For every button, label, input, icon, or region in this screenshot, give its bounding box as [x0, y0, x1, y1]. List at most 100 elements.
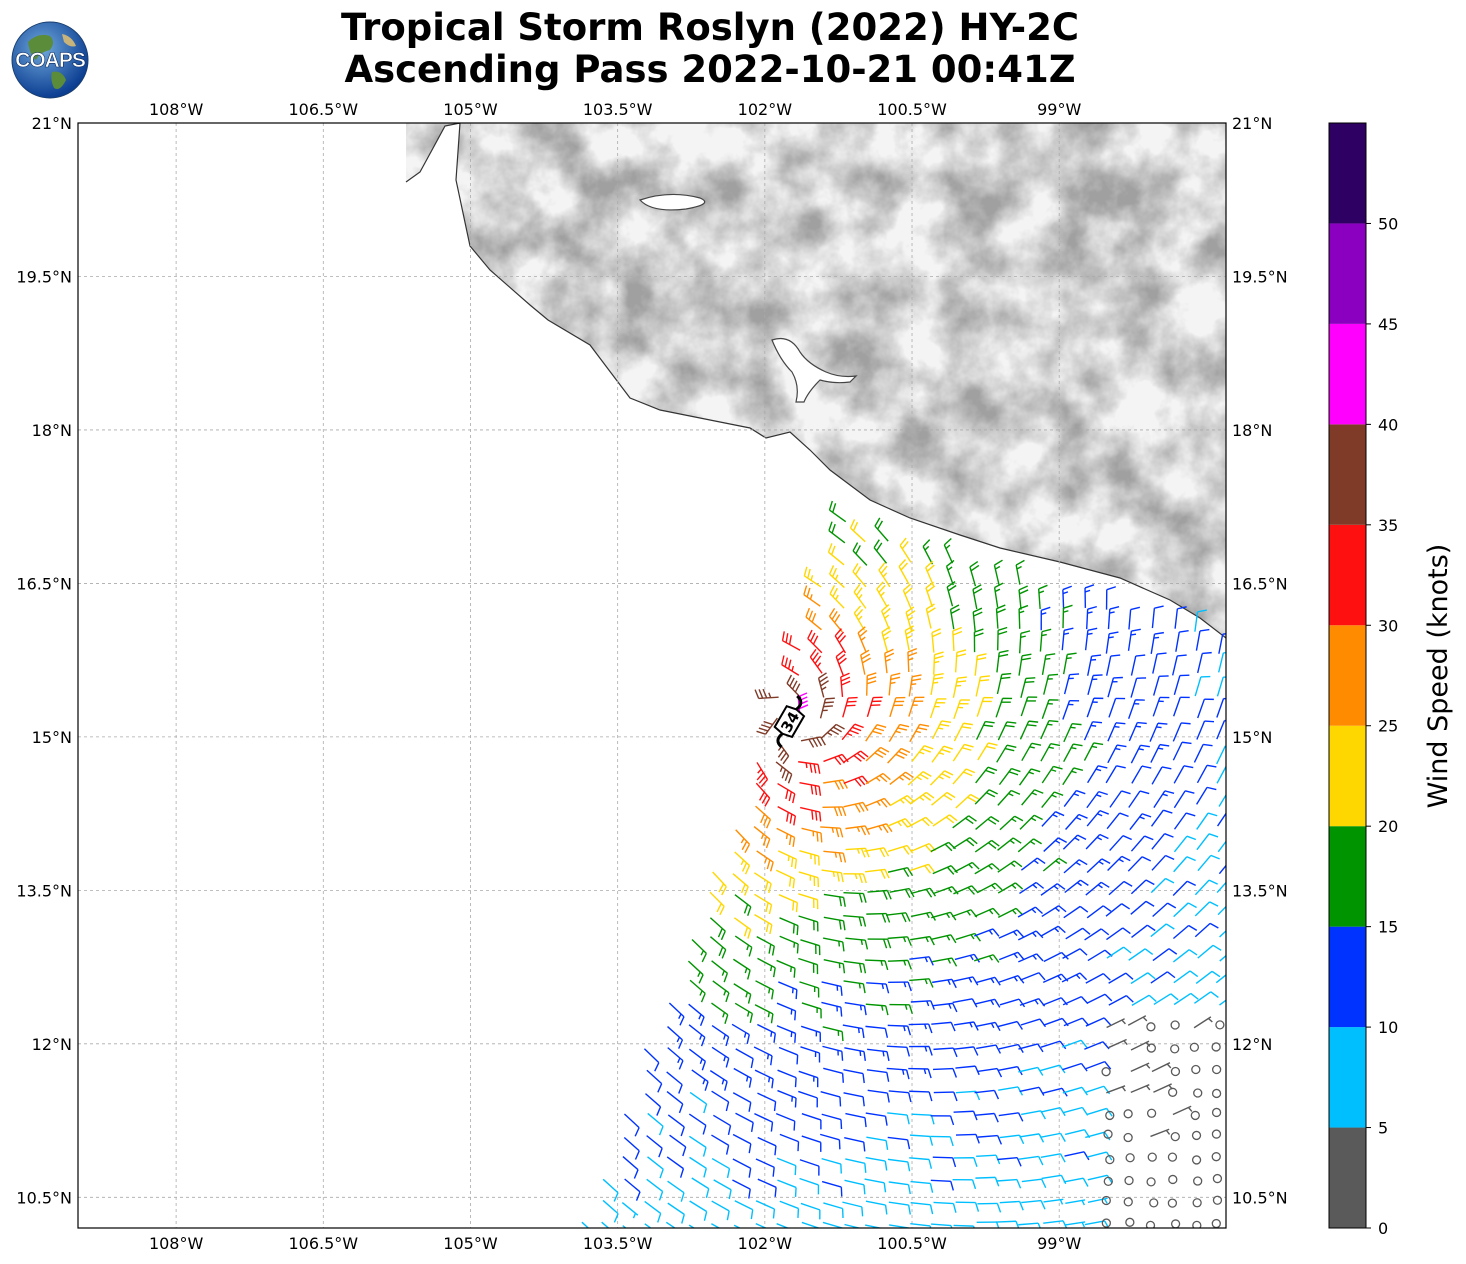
wind-barb — [709, 917, 726, 941]
wind-barb — [887, 866, 914, 877]
wind-barb — [867, 823, 893, 834]
wind-barb — [1127, 1015, 1148, 1026]
wind-barb — [1043, 951, 1069, 963]
wind-barb — [623, 1136, 640, 1160]
colorbar-bin — [1329, 424, 1366, 525]
wind-barb — [952, 998, 978, 1008]
reservoir — [771, 337, 858, 403]
wind-barb — [1189, 1042, 1200, 1052]
colorbar-label: Wind Speed (knots) — [1423, 544, 1454, 809]
wind-barb — [688, 1135, 707, 1157]
lat-tick-label-left: 21°N — [32, 114, 72, 133]
wind-barb — [997, 882, 1024, 894]
wind-barb — [799, 1159, 820, 1176]
wind-barb — [873, 539, 888, 564]
colorbar-tick-label: 30 — [1378, 616, 1398, 635]
wind-barb — [845, 1158, 867, 1173]
wind-barb — [1172, 741, 1192, 761]
wind-barb — [932, 814, 958, 827]
wind-barb — [842, 696, 858, 718]
wind-barb — [1196, 764, 1217, 784]
wind-barb — [975, 1176, 1000, 1187]
wind-barb — [711, 1200, 730, 1221]
wind-barb — [932, 957, 958, 967]
wind-barb — [853, 605, 866, 631]
wind-barb — [1127, 856, 1152, 872]
wind-barb — [821, 1180, 843, 1197]
wind-barb — [852, 542, 868, 566]
wind-barb — [777, 1089, 797, 1108]
wind-barb — [1172, 722, 1191, 742]
wind-barb — [646, 1178, 664, 1201]
wind-barb — [975, 816, 1000, 830]
colorbar-border — [1328, 122, 1367, 1229]
wind-barb — [1172, 1105, 1193, 1116]
wind-barb — [998, 1112, 1024, 1122]
wind-barb — [998, 767, 1021, 786]
wind-barb — [909, 1045, 933, 1056]
wind-barb — [997, 721, 1017, 741]
wind-barb — [734, 851, 751, 875]
wind-barb — [1130, 677, 1147, 698]
wind-barb — [756, 850, 774, 872]
wind-barb — [828, 500, 847, 523]
wind-barb — [1061, 627, 1074, 651]
wind-barb — [732, 1158, 752, 1178]
wind-barb — [644, 1223, 652, 1228]
wind-barb — [973, 954, 1000, 963]
lake-chapala — [638, 193, 706, 211]
wind-barb — [910, 1180, 934, 1193]
wind-barb — [954, 649, 967, 673]
wind-barb — [955, 1065, 980, 1076]
wind-barb — [909, 978, 934, 988]
wind-barb — [930, 1135, 954, 1147]
wind-barb — [1145, 1220, 1156, 1228]
wind-barb — [1123, 1109, 1133, 1119]
wind-barb — [776, 1223, 790, 1228]
wind-barb — [1062, 767, 1084, 786]
wind-barb — [932, 978, 957, 989]
wind-barb — [867, 1048, 890, 1062]
wind-barb — [995, 604, 1006, 629]
wind-barb — [1017, 838, 1042, 853]
lon-tick-label-bottom: 106.5°W — [288, 1234, 358, 1253]
wind-barb — [1146, 1177, 1156, 1187]
wind-barb — [1062, 1062, 1088, 1072]
wind-barb — [993, 559, 1003, 585]
wind-barb — [866, 982, 890, 994]
wind-barb — [1040, 1132, 1066, 1142]
colorbar-tick-label: 15 — [1378, 918, 1398, 937]
wind-barb — [819, 1133, 841, 1150]
wind-barb — [711, 1223, 721, 1228]
wind-barb — [1150, 809, 1173, 827]
wind-barb — [1109, 835, 1132, 852]
wind-barb — [974, 863, 1000, 875]
wind-barb — [799, 981, 820, 998]
wind-barb — [1131, 994, 1157, 1006]
wind-barb — [867, 1089, 890, 1103]
wind-barb — [1194, 675, 1211, 697]
wind-barb — [1042, 857, 1068, 872]
wind-barb — [777, 1179, 797, 1197]
wind-barb — [1152, 696, 1170, 717]
wind-barb — [1173, 765, 1194, 784]
wind-barb — [888, 1090, 912, 1103]
wind-barb — [889, 696, 906, 718]
wind-barb — [820, 826, 844, 838]
wind-barb — [834, 628, 847, 654]
wind-barb — [974, 653, 987, 676]
title-line-2: Ascending Pass 2022-10-21 00:41Z — [344, 48, 1076, 91]
wind-barb — [933, 1091, 958, 1102]
wind-barb — [781, 655, 800, 676]
wind-barb — [809, 648, 823, 674]
wind-barb — [691, 1069, 709, 1091]
wind-barb — [807, 629, 823, 654]
wind-barb — [865, 1224, 884, 1228]
wind-barb — [1063, 1177, 1089, 1187]
wind-barb — [799, 781, 822, 796]
wind-barb — [624, 1178, 641, 1201]
wind-barb — [667, 1026, 684, 1049]
wind-barb — [952, 837, 978, 849]
wind-barb — [755, 782, 771, 807]
wind-barb — [865, 746, 890, 762]
